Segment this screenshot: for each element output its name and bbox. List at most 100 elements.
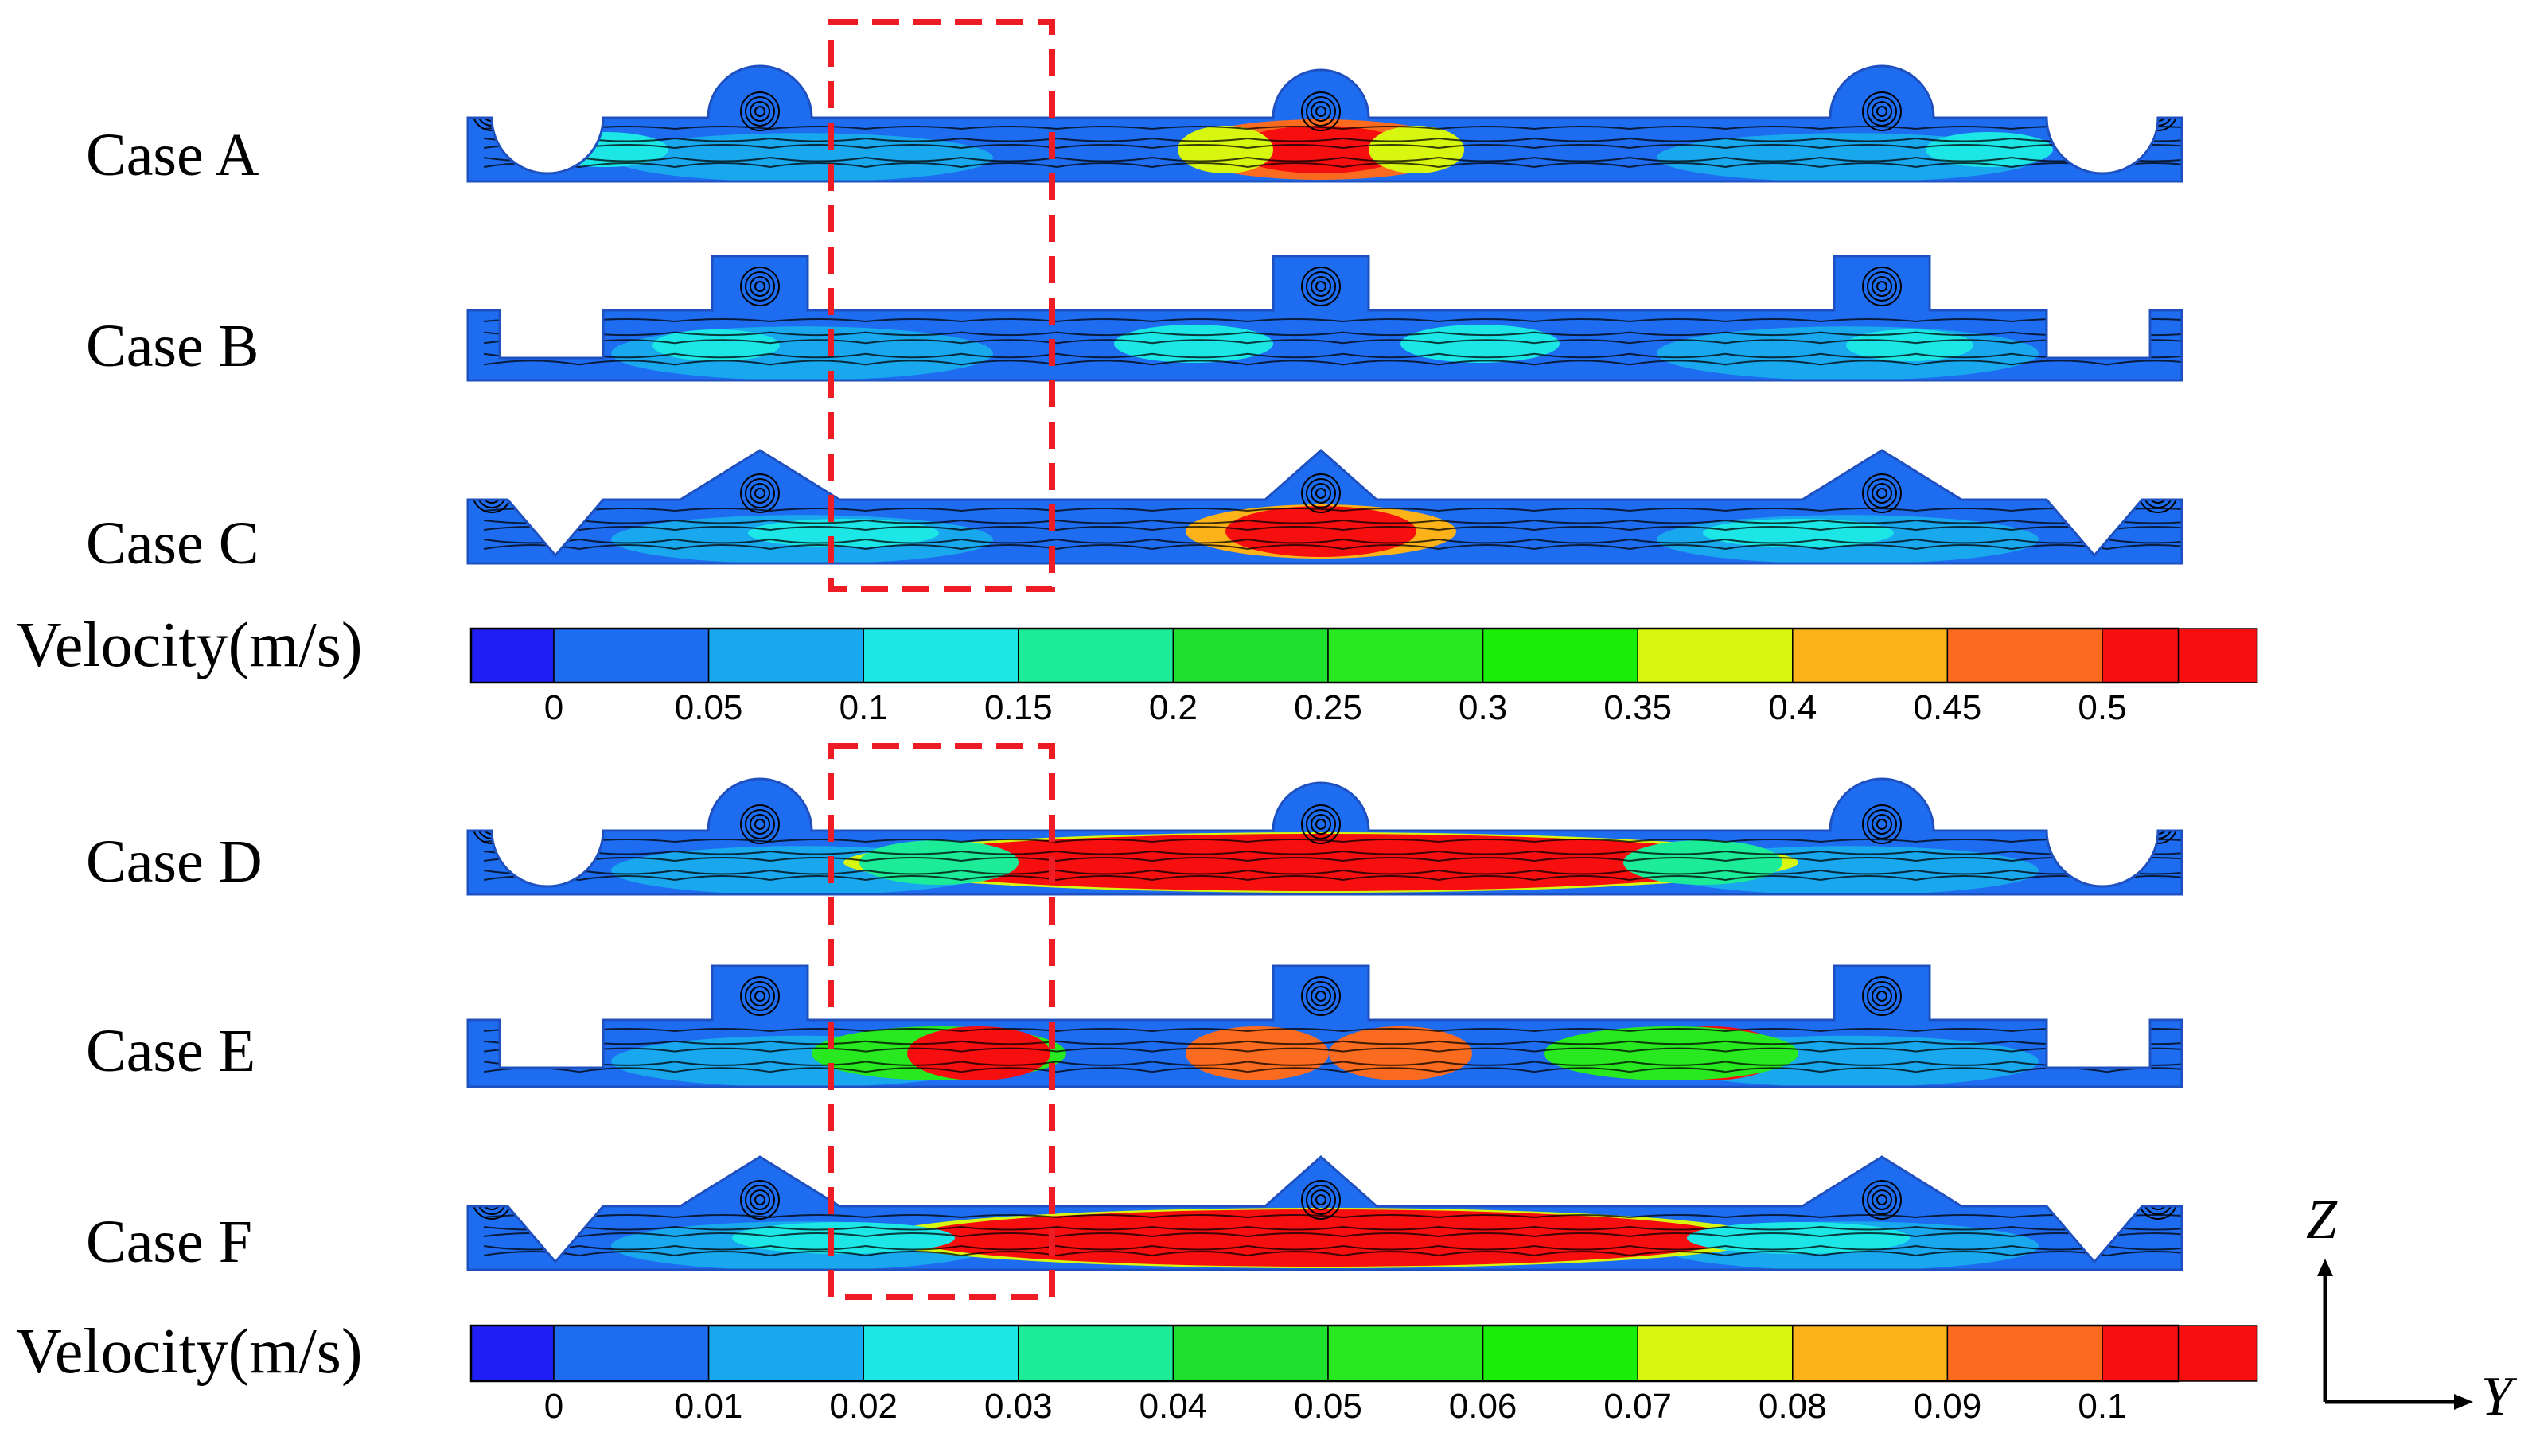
vortex [486, 488, 497, 499]
colorbar-tick-label: 0.09 [1914, 1387, 1982, 1426]
vortex [486, 819, 497, 830]
streamline [483, 137, 2182, 142]
colorbar-segment [1792, 628, 1949, 683]
vortex [1876, 281, 1887, 292]
colorbar-tick-label: 0.3 [1459, 688, 1507, 727]
colorbar-tick-label: 0.1 [839, 688, 888, 727]
streamline [483, 1040, 2182, 1045]
streamline [483, 508, 2182, 512]
domain-outline [466, 255, 2183, 382]
streamline [483, 331, 2182, 337]
vortex [1311, 1189, 1331, 1210]
vortex [1301, 976, 1341, 1016]
flow-domains [466, 64, 2183, 1271]
case-label-d: Case D [86, 828, 263, 895]
vortex [1315, 1194, 1326, 1205]
domain-outline [466, 1154, 2183, 1271]
colorbar-tick-label: 0.4 [1768, 688, 1817, 727]
vortex [1862, 976, 1902, 1016]
vortex [1315, 819, 1326, 830]
vortex [1872, 101, 1892, 122]
colorbar-tick-label: 0.07 [1603, 1387, 1672, 1426]
colorbar-segment [1172, 628, 1329, 683]
vortex [1306, 96, 1336, 127]
streamline [483, 156, 2182, 162]
colorbar-segment [863, 1325, 1019, 1382]
colorbar-tick-label: 0.05 [675, 688, 743, 727]
colorbar-tick-label: 0.05 [1294, 1387, 1362, 1426]
colorbar-segment [1946, 628, 2103, 683]
streamline [483, 538, 2182, 544]
vortex [2152, 991, 2164, 1002]
vortex [1862, 267, 1902, 306]
colorbar-frame [469, 1324, 2180, 1383]
vortex [740, 976, 780, 1016]
colorbar-segment [1327, 1325, 1484, 1382]
vortex [1315, 106, 1326, 117]
vortex [745, 809, 775, 839]
colorbar-segment [863, 628, 1019, 683]
vortex [486, 1194, 497, 1205]
vortex [1315, 281, 1326, 292]
vortex [2148, 276, 2168, 297]
vortex [2152, 281, 2164, 292]
colorbar-tick-label: 0.2 [1149, 688, 1198, 727]
vortex [2152, 106, 2164, 117]
vortex [1867, 478, 1897, 508]
colorbar-tick-label: 0.01 [675, 1387, 743, 1426]
case-label-b: Case B [86, 313, 259, 380]
vortex [1872, 1189, 1892, 1210]
vortex [1867, 96, 1897, 127]
colorbar-tick-label: 0.45 [1914, 688, 1982, 727]
z-axis-arrow [2317, 1259, 2333, 1276]
colorbar-segment [1482, 1325, 1638, 1382]
vortex [750, 1189, 770, 1210]
flow-domain-4 [466, 777, 2183, 896]
highlight-box-2 [828, 743, 1055, 1300]
vortex [750, 814, 770, 835]
vortex [740, 91, 780, 131]
vortex [1301, 804, 1341, 844]
velocity-zone [1926, 132, 2053, 167]
vortex [1311, 276, 1331, 297]
vortex [740, 804, 780, 844]
streamline [483, 857, 2182, 862]
vortex [750, 483, 770, 504]
vortex [1301, 1180, 1341, 1220]
colorbar-1: 0 0.05 0.1 0.15 0.2 0.25 0.3 0.35 0.4 0.45 0.5 [469, 627, 2258, 727]
vortex [1311, 483, 1331, 504]
vortex [2148, 986, 2168, 1006]
vortex [754, 488, 765, 499]
streamline [483, 1244, 2182, 1251]
domain-outline [466, 448, 2183, 565]
velocity-zone [1703, 519, 1894, 547]
vortex [750, 986, 770, 1006]
vortex [1301, 91, 1341, 131]
vortex [1306, 1185, 1336, 1215]
vortex [477, 981, 507, 1011]
velocity-zone [1233, 126, 1408, 173]
vortex [1311, 814, 1331, 835]
velocity-zone [652, 329, 780, 361]
vortex [754, 819, 765, 830]
velocity-zone [1186, 1026, 1329, 1080]
streamline [483, 526, 2182, 531]
vortex [1867, 981, 1897, 1011]
colorbar-frame [469, 627, 2180, 684]
velocity-zone [1178, 126, 1273, 173]
streamline [483, 1251, 2182, 1257]
colorbar-tick-label: 0.06 [1449, 1387, 1517, 1426]
streamline [483, 360, 2182, 366]
colorbar-segment [1946, 1325, 2103, 1382]
colorbar-segment [1637, 1325, 1794, 1382]
vortex [1876, 991, 1887, 1002]
colorbar-tick-label: 0 [544, 688, 563, 727]
colorbar-tick-label: 0.5 [2078, 688, 2126, 727]
vortex [754, 106, 765, 117]
flow-domain-3 [466, 448, 2183, 565]
streamline [483, 144, 2182, 150]
domain-outline [466, 64, 2183, 183]
highlight-box-1 [828, 19, 1055, 592]
colorbar-tick-label: 0.15 [984, 688, 1053, 727]
colorbar-segment [470, 628, 555, 683]
